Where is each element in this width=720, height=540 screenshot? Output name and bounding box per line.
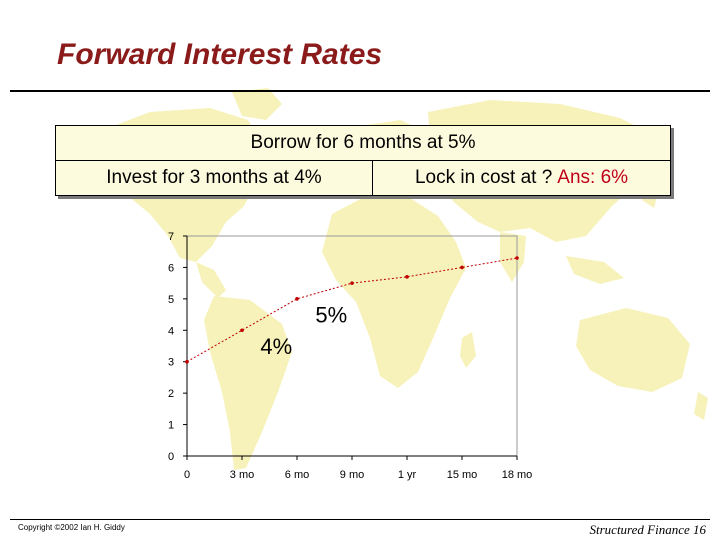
x-tick-label: 6 mo bbox=[285, 469, 309, 481]
data-point bbox=[350, 281, 354, 285]
x-tick-label: 0 bbox=[184, 469, 190, 481]
x-tick-label: 15 mo bbox=[447, 469, 478, 481]
x-tick-label: 3 mo bbox=[230, 469, 254, 481]
data-point bbox=[240, 328, 244, 333]
y-tick-label: 5 bbox=[168, 294, 174, 306]
y-tick-label: 6 bbox=[168, 262, 174, 274]
answer-text: Ans: 6% bbox=[557, 167, 629, 188]
invest-box: Invest for 3 months at 4% bbox=[55, 160, 373, 196]
lock-box: Lock in cost at ? Ans: 6% bbox=[372, 160, 671, 196]
y-tick-label: 7 bbox=[168, 231, 174, 243]
y-tick-label: 2 bbox=[168, 388, 174, 400]
data-point bbox=[185, 359, 189, 364]
invest-text: Invest for 3 months at 4% bbox=[106, 167, 322, 188]
x-tick-label: 18 mo bbox=[502, 469, 533, 481]
slide-footer: Structured Finance 16 bbox=[589, 522, 707, 537]
footer-rule bbox=[10, 519, 710, 520]
lock-text: Lock in cost at ? bbox=[414, 167, 553, 188]
plot-area bbox=[186, 235, 518, 457]
series-line bbox=[186, 257, 518, 363]
data-point bbox=[460, 265, 464, 270]
y-tick-label: 0 bbox=[168, 451, 174, 463]
rate-boxes: Borrow for 6 months at 5% Invest for 3 m… bbox=[55, 125, 671, 197]
slide-title: Forward Interest Rates bbox=[57, 38, 383, 71]
borrow-box: Borrow for 6 months at 5% bbox=[55, 125, 671, 161]
copyright-text: Copyright ©2002 Ian H. Giddy bbox=[18, 523, 125, 532]
rate-annotation: 4% bbox=[260, 334, 292, 359]
borrow-text: Borrow for 6 months at 5% bbox=[250, 132, 476, 153]
title-underline bbox=[10, 90, 710, 92]
data-point bbox=[295, 297, 299, 301]
y-tick-label: 3 bbox=[168, 357, 174, 369]
y-tick-label: 4 bbox=[168, 325, 174, 337]
x-tick-label: 1 yr bbox=[398, 469, 417, 481]
y-tick-label: 1 bbox=[168, 420, 174, 432]
x-tick-label: 9 mo bbox=[340, 469, 364, 481]
data-point bbox=[515, 256, 519, 260]
data-point bbox=[405, 275, 409, 279]
forward-rate-chart: 0 1 2 3 4 5 6 7 0 3 mo 6 mo 9 mo 1 yr 15 mo 18 mo 4% 5% bbox=[168, 231, 533, 481]
rate-annotation: 5% bbox=[315, 303, 347, 328]
